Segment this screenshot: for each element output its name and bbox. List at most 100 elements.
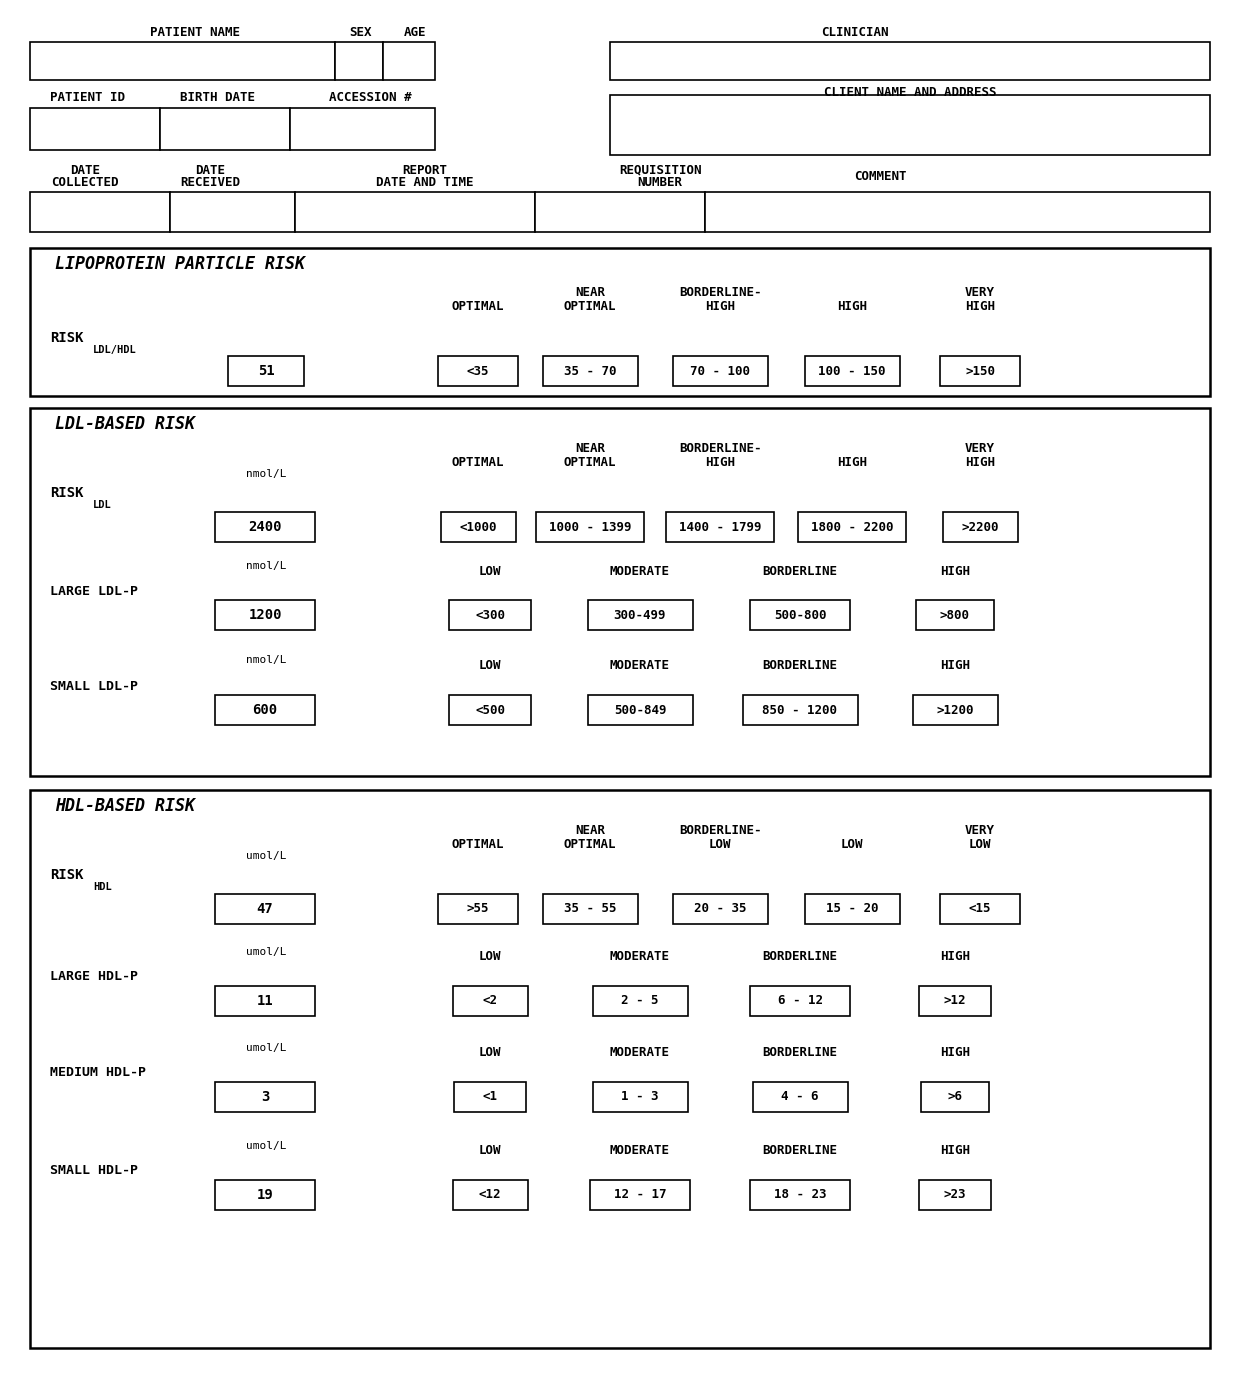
Bar (228, 357, 304, 386)
Text: umol/L: umol/L (246, 851, 286, 861)
Text: 1800 - 2200: 1800 - 2200 (811, 521, 893, 533)
Bar (706, 192, 1210, 232)
Bar (590, 1180, 689, 1211)
Text: 11: 11 (257, 994, 273, 1007)
Text: HIGH: HIGH (940, 658, 970, 672)
Text: COLLECTED: COLLECTED (51, 176, 119, 188)
Text: SEX: SEX (348, 25, 371, 39)
Bar (919, 985, 991, 1016)
Bar (750, 985, 849, 1016)
Bar (30, 791, 1210, 1347)
Bar (610, 41, 1210, 80)
Text: 20 - 35: 20 - 35 (693, 902, 746, 915)
Bar (534, 192, 706, 232)
Text: HIGH: HIGH (940, 1046, 970, 1060)
Text: PATIENT ID: PATIENT ID (51, 90, 125, 104)
Text: umol/L: umol/L (246, 1142, 286, 1151)
Bar (921, 1082, 990, 1113)
Text: RECEIVED: RECEIVED (180, 176, 241, 188)
Text: HIGH: HIGH (706, 456, 735, 468)
Bar (449, 600, 531, 630)
Bar (383, 41, 435, 80)
Bar (588, 600, 693, 630)
Bar (335, 41, 383, 80)
Text: NEAR: NEAR (575, 441, 605, 455)
Text: RISK: RISK (50, 868, 83, 882)
Bar (593, 985, 688, 1016)
Text: nmol/L: nmol/L (246, 655, 286, 665)
Bar (438, 357, 518, 386)
Text: 19: 19 (257, 1189, 273, 1202)
Text: 2400: 2400 (248, 520, 281, 533)
Text: 12 - 17: 12 - 17 (614, 1189, 666, 1201)
Text: LOW: LOW (479, 1144, 501, 1158)
Text: LARGE HDL-P: LARGE HDL-P (50, 970, 138, 983)
Text: DATE: DATE (195, 163, 224, 177)
Text: LDL: LDL (93, 500, 112, 510)
Text: >55: >55 (466, 902, 490, 915)
Text: BORDERLINE-: BORDERLINE- (678, 824, 761, 836)
Text: 1400 - 1799: 1400 - 1799 (678, 521, 761, 533)
Text: CLINICIAN: CLINICIAN (821, 25, 889, 39)
Bar (673, 357, 768, 386)
Text: LDL-BASED RISK: LDL-BASED RISK (55, 415, 195, 433)
Text: VERY: VERY (965, 286, 994, 299)
Text: HIGH: HIGH (965, 300, 994, 312)
Text: 1 - 3: 1 - 3 (621, 1090, 658, 1103)
Bar (666, 511, 774, 542)
Bar (215, 1180, 315, 1211)
Text: 2 - 5: 2 - 5 (621, 995, 658, 1007)
Text: 47: 47 (257, 902, 273, 916)
Text: 500-849: 500-849 (614, 703, 666, 716)
Text: 300-499: 300-499 (614, 608, 666, 622)
Text: MODERATE: MODERATE (610, 1046, 670, 1060)
Bar (295, 192, 534, 232)
Text: <1: <1 (482, 1090, 497, 1103)
Text: COMMENT: COMMENT (854, 170, 906, 182)
Text: 35 - 70: 35 - 70 (564, 365, 616, 377)
Bar (919, 1180, 991, 1211)
Text: LDL/HDL: LDL/HDL (93, 346, 136, 355)
Bar (215, 695, 315, 726)
Text: OPTIMAL: OPTIMAL (564, 300, 616, 312)
Bar (673, 894, 768, 925)
Bar (750, 1180, 849, 1211)
Text: HDL: HDL (93, 882, 112, 891)
Text: HDL-BASED RISK: HDL-BASED RISK (55, 797, 195, 815)
Text: LOW: LOW (841, 837, 863, 850)
Bar (543, 357, 639, 386)
Text: <12: <12 (479, 1189, 501, 1201)
Text: >1200: >1200 (936, 703, 973, 716)
Text: RISK: RISK (50, 486, 83, 500)
Text: REQUISITION: REQUISITION (619, 163, 702, 177)
Text: 3: 3 (260, 1090, 269, 1104)
Text: 850 - 1200: 850 - 1200 (763, 703, 837, 716)
Text: LOW: LOW (479, 951, 501, 963)
Text: RISK: RISK (50, 332, 83, 346)
Bar (30, 408, 1210, 777)
Bar (753, 1082, 848, 1113)
Bar (215, 985, 315, 1016)
Text: HIGH: HIGH (706, 300, 735, 312)
Text: OPTIMAL: OPTIMAL (451, 456, 505, 468)
Text: OPTIMAL: OPTIMAL (451, 837, 505, 850)
Text: LOW: LOW (709, 837, 732, 850)
Bar (290, 108, 435, 151)
Text: NUMBER: NUMBER (637, 176, 682, 188)
Text: ACCESSION #: ACCESSION # (329, 90, 412, 104)
Text: DATE: DATE (69, 163, 100, 177)
Bar (30, 41, 335, 80)
Bar (940, 894, 1021, 925)
Text: CLIENT NAME AND ADDRESS: CLIENT NAME AND ADDRESS (823, 86, 996, 98)
Text: MODERATE: MODERATE (610, 951, 670, 963)
Text: <15: <15 (968, 902, 991, 915)
Text: MODERATE: MODERATE (610, 1144, 670, 1158)
Text: <35: <35 (466, 365, 490, 377)
Bar (215, 600, 315, 630)
Bar (799, 511, 906, 542)
Text: AGE: AGE (404, 25, 427, 39)
Text: 18 - 23: 18 - 23 (774, 1189, 826, 1201)
Text: VERY: VERY (965, 824, 994, 836)
Text: umol/L: umol/L (246, 1043, 286, 1053)
Bar (588, 695, 693, 726)
